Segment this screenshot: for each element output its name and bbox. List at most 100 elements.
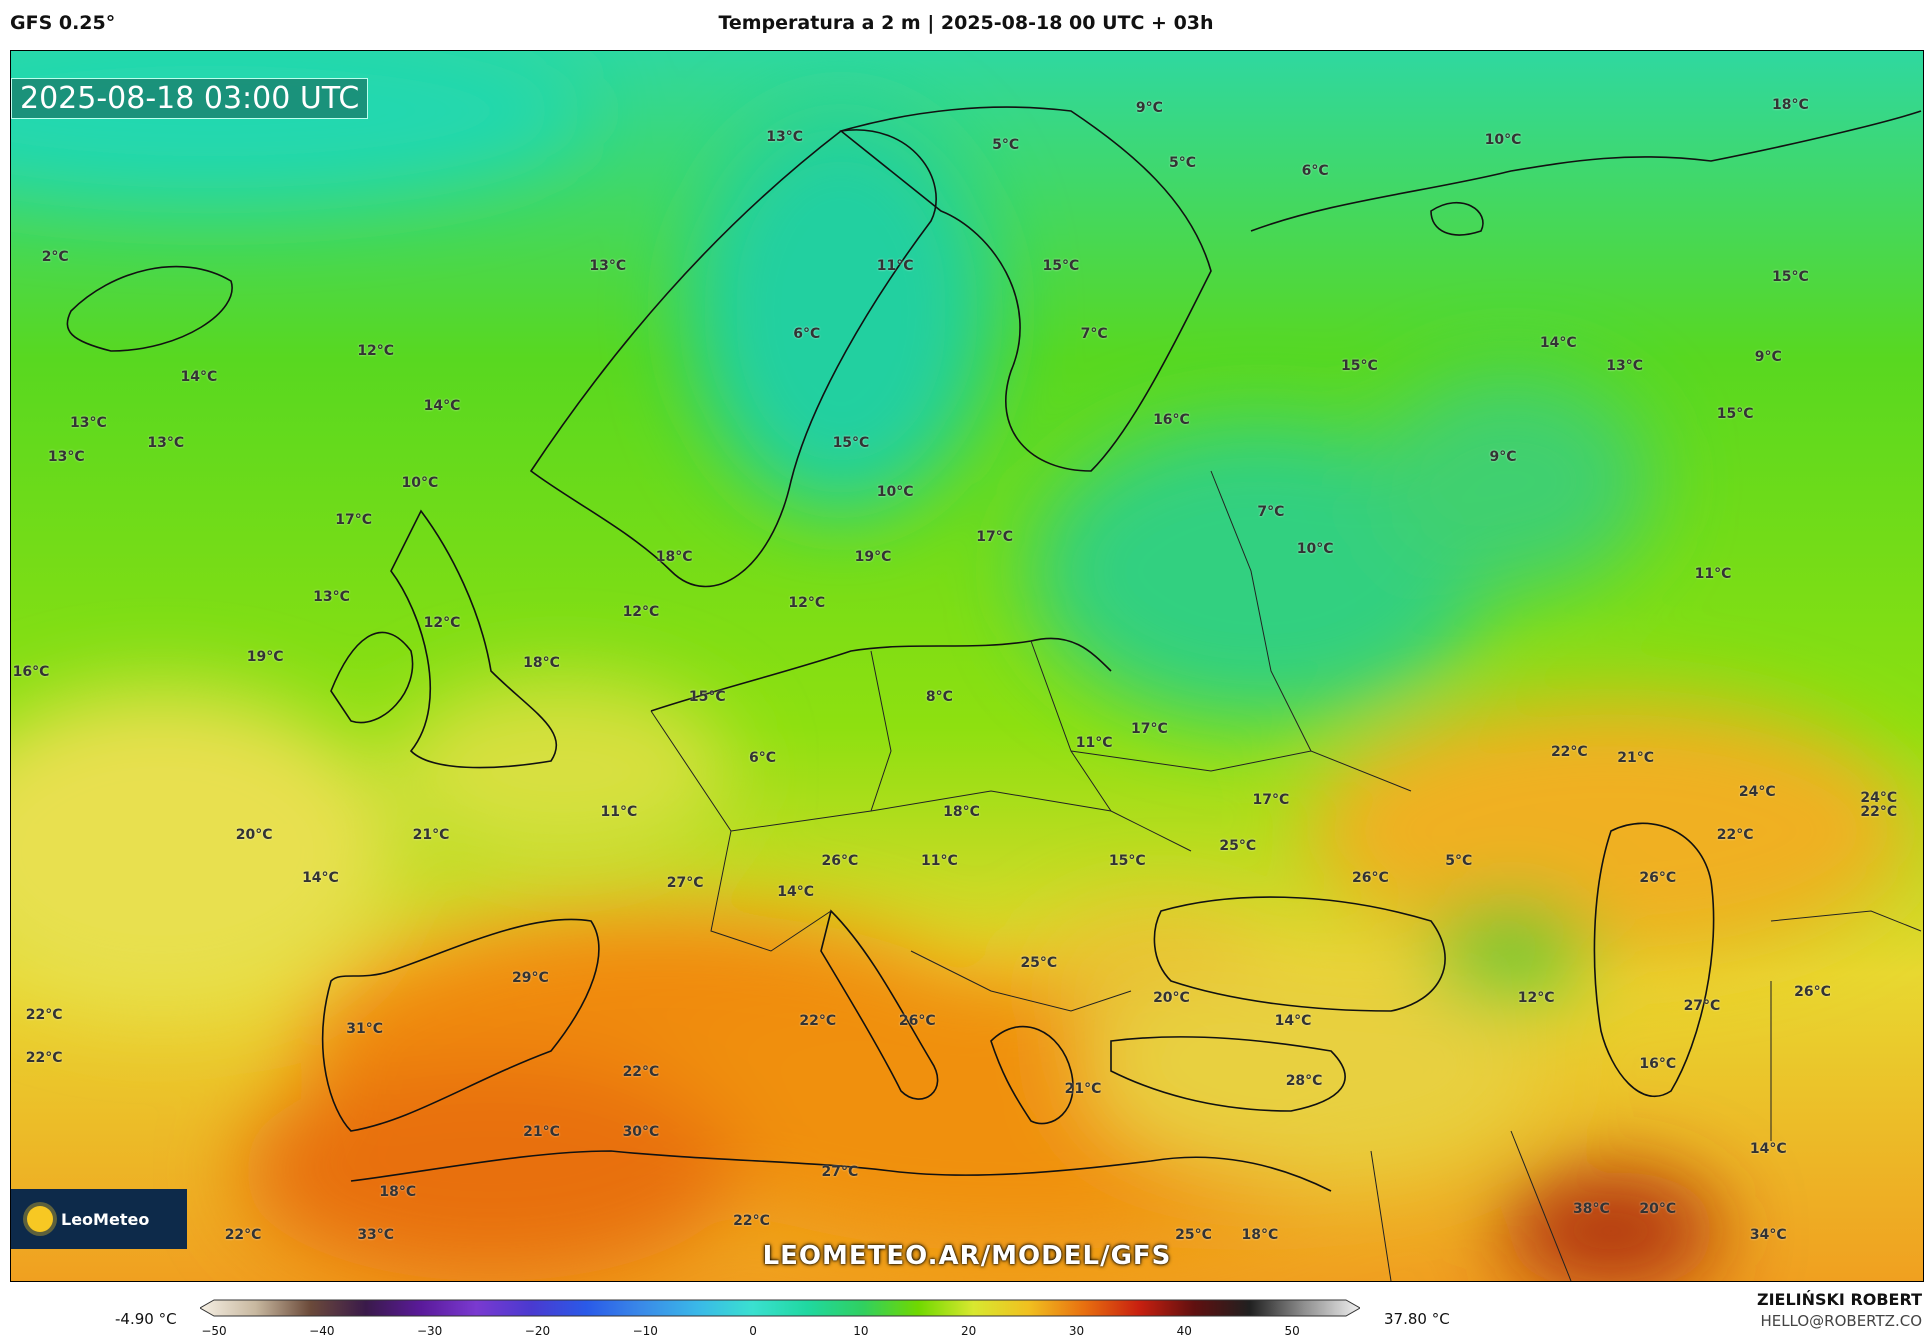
temperature-label: 25°C (1020, 955, 1058, 972)
temperature-label: 13°C (766, 128, 804, 145)
map-area[interactable]: 2025-08-18 03:00 UTC 9°C 5°C 5°C 13°C 6°C 10°… (10, 50, 1924, 1282)
temperature-label: 8°C (925, 689, 953, 706)
colorbar-tick-label: 10 (853, 1324, 869, 1338)
temperature-label: 22°C (1860, 803, 1898, 820)
border-mideast-2 (1510, 1130, 1572, 1281)
iberia-outline (321, 918, 600, 1132)
temperature-label: 22°C (25, 1006, 63, 1023)
north-africa-coast (350, 1150, 1332, 1192)
temperature-label: 33°C (357, 1227, 395, 1244)
temperature-label: 10°C (876, 483, 914, 500)
temperature-label: 18°C (379, 1184, 417, 1201)
temperature-label: 11°C (876, 257, 914, 274)
temperature-label: 14°C (1274, 1012, 1312, 1029)
temperature-label: 26°C (1794, 984, 1831, 1001)
temperature-label: 15°C (1042, 257, 1080, 274)
scandinavia-outline (529, 129, 937, 588)
temperature-label: 22°C (799, 1012, 837, 1029)
temperature-label: 12°C (622, 603, 660, 620)
arctic-coast-outline (1250, 110, 1922, 232)
temperature-label: 15°C (1108, 852, 1146, 869)
temperature-label: 9°C (1135, 100, 1163, 117)
temperature-label: 10°C (1296, 540, 1334, 557)
temperature-label: 10°C (1484, 131, 1522, 148)
colorbar-max-label: 37.80 °C (1384, 1310, 1450, 1328)
temperature-map (11, 51, 1923, 1281)
finland-karelia-outline (839, 106, 1212, 472)
temperature-label: 14°C (1539, 334, 1577, 351)
temperature-label: 21°C (1064, 1081, 1102, 1098)
temperature-label: 13°C (147, 434, 185, 451)
temperature-label: 13°C (69, 414, 107, 431)
temperature-label: 31°C (346, 1021, 384, 1038)
colorbar-tick-label: 40 (1176, 1324, 1192, 1338)
temperature-label: 16°C (1153, 412, 1190, 428)
temperature-label: 25°C (1219, 838, 1257, 855)
temperature-label: 34°C (1749, 1227, 1787, 1244)
colorbar-tick-label: 50 (1284, 1324, 1300, 1338)
temperature-label: 11°C (1694, 566, 1732, 583)
temperature-label: 13°C (47, 449, 85, 466)
temperature-label: 12°C (788, 595, 826, 612)
temperature-label: 26°C (1639, 869, 1677, 886)
temperature-label: 25°C (1175, 1227, 1212, 1244)
temperature-label: 22°C (1550, 743, 1588, 760)
temperature-label: 17°C (976, 529, 1014, 546)
temperature-label: 17°C (335, 512, 372, 529)
kola-bay-outline (1430, 201, 1484, 236)
iceland-outline (66, 265, 233, 352)
temperature-label: 28°C (1285, 1072, 1323, 1089)
italy-outline (820, 909, 939, 1100)
temperature-label: 27°C (821, 1164, 859, 1181)
temperature-label: 2°C (41, 248, 69, 265)
colorbar-tick-label: 30 (1068, 1324, 1085, 1338)
temperature-label: 6°C (749, 749, 777, 766)
border-balkans (910, 950, 1132, 1012)
temperature-label: 38°C (1573, 1201, 1610, 1218)
temperature-label: 5°C (992, 137, 1020, 154)
temperature-label: 11°C (600, 803, 638, 820)
temperature-label: 18°C (1771, 97, 1809, 114)
temperature-label: 5°C (1445, 852, 1473, 869)
temperature-label: 24°C (1738, 783, 1776, 800)
colorbar-tick-label: −30 (416, 1324, 443, 1338)
borders (650, 470, 1922, 1281)
temperature-label: 13°C (313, 589, 350, 606)
temperature-label: 14°C (777, 883, 815, 900)
temperature-label: 22°C (733, 1212, 770, 1229)
border-france-east (650, 710, 832, 952)
temperature-label: 21°C (412, 826, 450, 843)
temperature-label: 20°C (235, 826, 273, 843)
temperature-label: 6°C (793, 326, 821, 343)
colorbar-tick-label: −40 (309, 1324, 335, 1338)
temperature-label: 22°C (622, 1064, 660, 1081)
temperature-label: 9°C (1754, 349, 1782, 366)
temperature-label: 22°C (25, 1049, 63, 1066)
temperature-label: 13°C (589, 257, 627, 274)
temperature-label: 14°C (302, 869, 339, 886)
temperature-label: 19°C (854, 549, 892, 566)
colorbar (200, 1299, 1360, 1317)
greece-outline (990, 1025, 1074, 1125)
watermark: LEOMETEO.AR/MODEL/GFS (762, 1241, 1172, 1271)
colorbar-tick-label: −20 (524, 1324, 551, 1338)
temperature-label: 16°C (12, 663, 50, 680)
temperature-label: 5°C (1168, 154, 1197, 171)
caspian-sea-outline (1593, 822, 1715, 1098)
colorbar-min-label: -4.90 °C (115, 1310, 177, 1328)
temperature-label: 17°C (1130, 720, 1168, 737)
coastlines (66, 106, 1922, 1192)
colorbar-scale (200, 1299, 1360, 1317)
temperature-label: 21°C (523, 1124, 560, 1141)
britain-outline (390, 509, 558, 769)
temperature-label: 19°C (246, 649, 284, 666)
colorbar-tick-label: 0 (749, 1324, 757, 1338)
temperature-label: 22°C (224, 1227, 262, 1244)
author-email[interactable]: HELLO@ROBERTZ.CO (1760, 1312, 1922, 1330)
temperature-label: 29°C (512, 969, 549, 986)
temperature-label: 12°C (1517, 989, 1555, 1006)
border-belarus-ukraine (1070, 750, 1412, 792)
leometeo-logo[interactable]: LeoMeteo (11, 1189, 187, 1249)
temperature-label: 22°C (1716, 826, 1754, 843)
temperature-label: 10°C (401, 474, 439, 491)
